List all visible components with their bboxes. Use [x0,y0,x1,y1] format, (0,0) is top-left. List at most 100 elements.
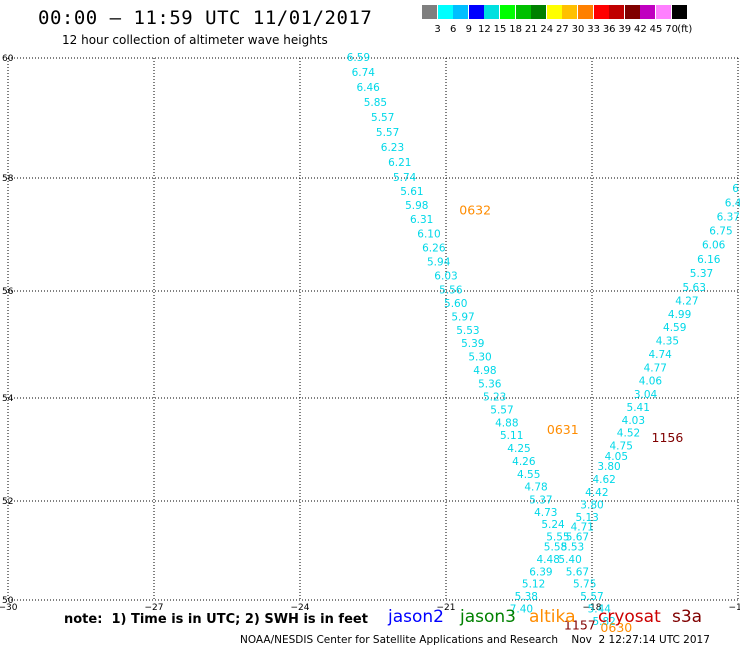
wave-height-label: 5.24 [541,519,565,531]
color-scale-tick: 27 [556,24,569,35]
wave-height-label: 6.06 [702,240,726,252]
wave-height-label: 6.46 [356,82,380,94]
color-swatch [562,5,578,19]
wave-height-label: 5.53 [456,325,479,337]
wave-height-label: 7.40 [510,603,533,615]
wave-height-label: 4.05 [605,451,628,463]
wave-height-label: 4.03 [622,415,645,427]
wave-height-label: 4.27 [675,295,698,307]
satellite-legend-jason3: jason3 [460,607,516,627]
wave-height-label: 5.38 [515,591,538,603]
wave-height-label: 4.48 [537,554,560,566]
color-scale-unit: (ft) [677,24,693,35]
color-scale-tick: 15 [493,24,507,35]
color-swatch [578,5,593,19]
color-swatch [500,5,515,19]
wave-height-label: 5.97 [451,311,474,323]
wave-height-label: 5.37 [529,494,552,506]
pass-time-label: 1156 [652,430,684,445]
wave-height-label: 4.74 [648,349,672,361]
satellite-legend-s3a: s3a [672,607,703,627]
color-swatch [593,5,609,19]
y-tick-label: 50 [2,596,14,606]
color-swatch [422,5,437,19]
wave-height-label: 6.37 [717,211,740,223]
color-swatch [531,5,547,19]
wave-height-label: 4.88 [495,417,518,429]
wave-height-label: 6.23 [381,142,404,154]
wave-height-label: 5.41 [627,402,650,414]
color-scale-tick: 12 [478,24,491,35]
pass-time-label: 1157 [564,618,596,633]
pass-time-label: 0631 [547,422,579,437]
color-scale-tick: 6 [450,24,457,35]
wave-height-label: 4.25 [507,443,530,455]
wave-height-label: 6.74 [352,67,376,79]
wave-height-label: 4.55 [517,469,540,481]
wave-height-label: 5.55 [546,532,569,544]
wave-height-label: 3.04 [634,389,658,401]
wave-height-label: 5.61 [400,186,423,198]
wave-height-label: 4.59 [663,322,686,334]
wave-height-label: 5.53 [561,542,584,554]
wave-height-label: 5.11 [500,430,523,442]
wave-height-label: 6 [732,183,739,195]
x-tick-label: −15 [729,603,740,613]
color-scale-tick: 30 [571,24,585,35]
wave-height-label: 5.36 [478,378,502,390]
wave-height-label: 6.26 [422,242,446,254]
wave-height-label: 4.77 [644,362,667,374]
wave-height-label: 4.75 [610,441,633,453]
color-scale-tick: 24 [540,24,554,35]
color-swatch [546,5,562,19]
wave-height-label: 5.37 [690,268,713,280]
x-tick-label: −18 [583,603,602,613]
wave-height-label: 5.44 [588,603,612,615]
wave-height-label: 5.40 [558,554,581,566]
credit-line: NOAA/NESDIS Center for Satellite Applica… [240,634,710,646]
wave-height-label: 5.74 [393,172,417,184]
wave-height-label: 6.39 [529,566,552,578]
wave-height-label: 5.94 [427,257,451,269]
wave-height-label: 5.85 [364,97,387,109]
wave-height-label: 4.78 [524,482,547,494]
color-swatch [437,5,453,19]
x-tick-label: −27 [145,603,164,613]
wave-height-label: 5.82 [592,616,615,628]
x-tick-label: −21 [437,603,456,613]
color-scale-tick: 21 [524,24,538,35]
color-scale-tick: 39 [618,24,632,35]
wave-height-label: 5.57 [580,591,603,603]
wave-height-label: 5.39 [461,338,484,350]
wave-height-label: 4.26 [512,456,536,468]
color-scale-tick: 45 [649,24,663,35]
wave-height-label: 5.57 [371,112,394,124]
color-swatch [671,5,687,19]
wave-height-label: 5.57 [490,404,513,416]
satellite-legend-jason2: jason2 [388,607,444,627]
color-swatch [484,5,500,19]
wave-height-label: 6.10 [417,228,440,240]
wave-height-label: 6.59 [347,52,370,64]
wave-height-label: 4.62 [592,474,615,486]
wave-height-label: 5.13 [575,512,598,524]
wave-height-label: 4.71 [571,522,594,534]
y-tick-label: 54 [2,394,14,404]
wave-height-label: 5.23 [483,392,506,404]
wave-height-label: 4.99 [668,309,691,321]
color-scale-tick: 9 [465,24,472,35]
wave-height-label: 6.31 [410,214,433,226]
wave-height-label: 5.57 [376,127,399,139]
x-tick-label: −30 [0,603,18,613]
wave-height-label: 4.73 [534,507,557,519]
wave-height-label: 6.4 [725,197,740,209]
color-scale-tick: 70 [665,24,678,35]
color-scale-tick: 3 [434,24,441,35]
wave-height-label: 6.03 [434,271,457,283]
color-swatch [609,5,625,19]
wave-height-label: 6.21 [388,157,411,169]
wave-height-label: 4.06 [639,376,663,388]
wave-height-label: 5.75 [573,579,596,591]
wave-height-label: 4.52 [617,428,640,440]
